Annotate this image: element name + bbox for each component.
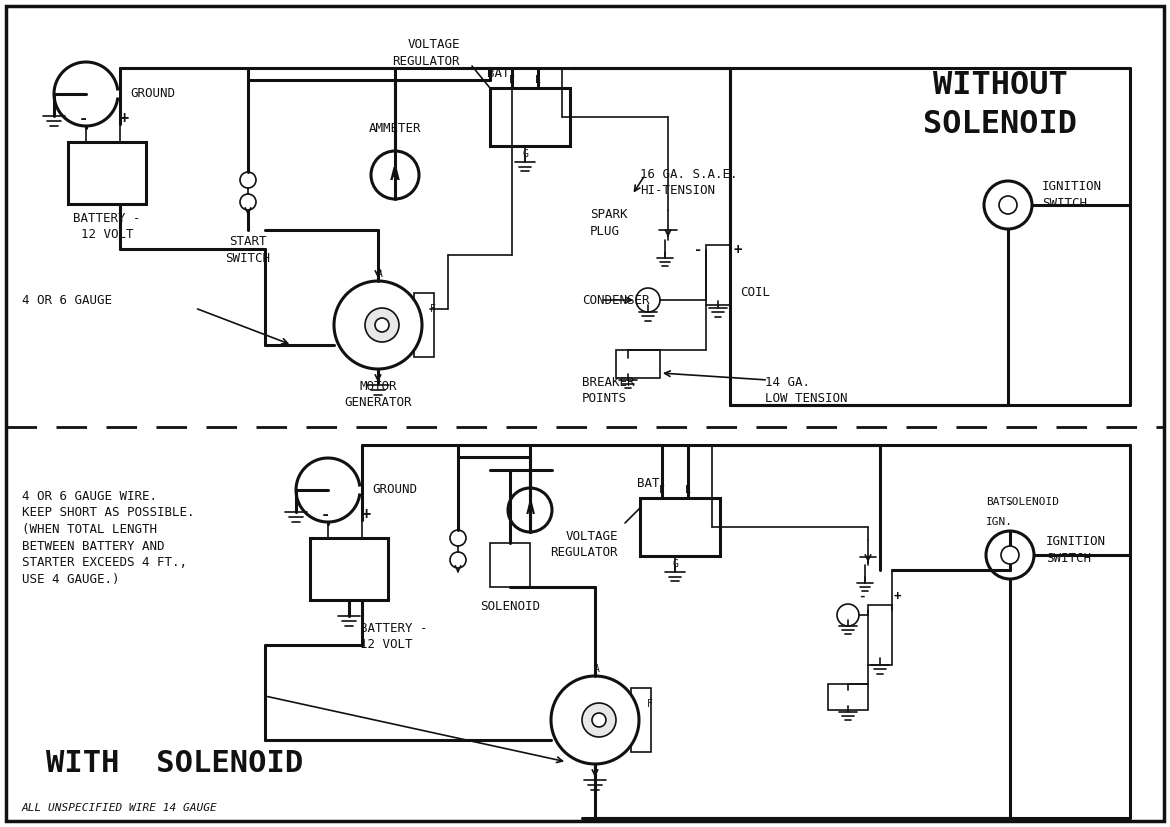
Circle shape bbox=[508, 488, 552, 532]
Circle shape bbox=[450, 530, 466, 546]
Circle shape bbox=[581, 703, 615, 737]
Text: F: F bbox=[659, 485, 665, 495]
Text: GROUND: GROUND bbox=[130, 87, 176, 100]
Text: A: A bbox=[390, 166, 400, 184]
Text: 14 GA.
LOW TENSION: 14 GA. LOW TENSION bbox=[765, 376, 847, 405]
Bar bbox=[490, 543, 530, 587]
Circle shape bbox=[240, 172, 256, 188]
Text: BATTERY -
12 VOLT: BATTERY - 12 VOLT bbox=[74, 212, 140, 241]
Text: 4 OR 6 GAUGE WIRE.
KEEP SHORT AS POSSIBLE.
(WHEN TOTAL LENGTH
BETWEEN BATTERY AN: 4 OR 6 GAUGE WIRE. KEEP SHORT AS POSSIBL… bbox=[22, 490, 194, 586]
Circle shape bbox=[1002, 546, 1019, 564]
Text: IGN.: IGN. bbox=[986, 517, 1013, 527]
Text: L: L bbox=[535, 75, 541, 85]
Text: BAT.: BAT. bbox=[487, 67, 517, 80]
Text: G: G bbox=[522, 149, 528, 159]
Text: WITH  SOLENOID: WITH SOLENOID bbox=[47, 749, 304, 778]
Text: -: - bbox=[694, 243, 702, 257]
Bar bbox=[706, 245, 730, 305]
Circle shape bbox=[240, 194, 256, 210]
Text: VOLTAGE
REGULATOR: VOLTAGE REGULATOR bbox=[392, 38, 460, 68]
Text: GROUND: GROUND bbox=[372, 483, 417, 496]
Text: -: - bbox=[321, 507, 330, 522]
Text: -: - bbox=[859, 590, 866, 603]
Text: L: L bbox=[686, 485, 691, 495]
Text: SOLENOID: SOLENOID bbox=[1005, 497, 1059, 507]
Circle shape bbox=[837, 604, 859, 626]
Bar bbox=[68, 142, 146, 204]
Circle shape bbox=[999, 196, 1017, 214]
Circle shape bbox=[450, 552, 466, 568]
Circle shape bbox=[636, 288, 660, 312]
Text: IGNITION
SWITCH: IGNITION SWITCH bbox=[1042, 180, 1102, 210]
Text: CONDENSER: CONDENSER bbox=[581, 294, 649, 307]
Text: +: + bbox=[734, 243, 743, 257]
Bar bbox=[414, 293, 434, 357]
Circle shape bbox=[333, 281, 422, 369]
Text: MOTOR
GENERATOR: MOTOR GENERATOR bbox=[344, 380, 412, 409]
Circle shape bbox=[551, 676, 639, 764]
Text: SPARK
PLUG: SPARK PLUG bbox=[590, 208, 627, 237]
Circle shape bbox=[986, 531, 1034, 579]
Circle shape bbox=[371, 151, 419, 199]
Text: 16 GA. S.A.E.
HI-TENSION: 16 GA. S.A.E. HI-TENSION bbox=[640, 168, 737, 198]
Circle shape bbox=[592, 713, 606, 727]
Text: +: + bbox=[894, 590, 902, 603]
Text: VOLTAGE
REGULATOR: VOLTAGE REGULATOR bbox=[551, 530, 618, 560]
Text: AMMETER: AMMETER bbox=[369, 122, 421, 135]
Text: START
SWITCH: START SWITCH bbox=[226, 235, 270, 265]
Circle shape bbox=[984, 181, 1032, 229]
Text: F: F bbox=[509, 75, 515, 85]
Bar bbox=[640, 498, 720, 556]
Bar bbox=[828, 684, 868, 710]
Text: +: + bbox=[119, 111, 129, 126]
Bar bbox=[631, 688, 651, 752]
Circle shape bbox=[365, 308, 399, 342]
Text: A: A bbox=[594, 664, 600, 674]
Text: BREAKER
POINTS: BREAKER POINTS bbox=[581, 376, 634, 405]
Text: G: G bbox=[672, 559, 677, 569]
Bar bbox=[615, 350, 660, 378]
Text: WITHOUT
SOLENOID: WITHOUT SOLENOID bbox=[923, 70, 1078, 141]
Text: COIL: COIL bbox=[739, 286, 770, 299]
Text: A: A bbox=[377, 269, 383, 279]
Bar bbox=[310, 538, 388, 600]
Circle shape bbox=[376, 318, 388, 332]
Text: -: - bbox=[78, 111, 88, 126]
Text: A: A bbox=[525, 503, 535, 518]
Bar bbox=[490, 88, 570, 146]
Text: SOLENOID: SOLENOID bbox=[480, 600, 541, 613]
Text: BATTERY -
12 VOLT: BATTERY - 12 VOLT bbox=[360, 622, 427, 652]
Text: BAT.: BAT. bbox=[986, 497, 1013, 507]
Text: BAT.: BAT. bbox=[636, 477, 667, 490]
Text: IGNITION
SWITCH: IGNITION SWITCH bbox=[1046, 535, 1106, 565]
Text: +: + bbox=[362, 507, 371, 522]
Text: 4 OR 6 GAUGE: 4 OR 6 GAUGE bbox=[22, 294, 112, 307]
Text: F: F bbox=[431, 304, 436, 314]
Text: ALL UNSPECIFIED WIRE 14 GAUGE: ALL UNSPECIFIED WIRE 14 GAUGE bbox=[22, 803, 218, 813]
Text: F: F bbox=[647, 699, 653, 709]
Bar bbox=[868, 605, 892, 665]
